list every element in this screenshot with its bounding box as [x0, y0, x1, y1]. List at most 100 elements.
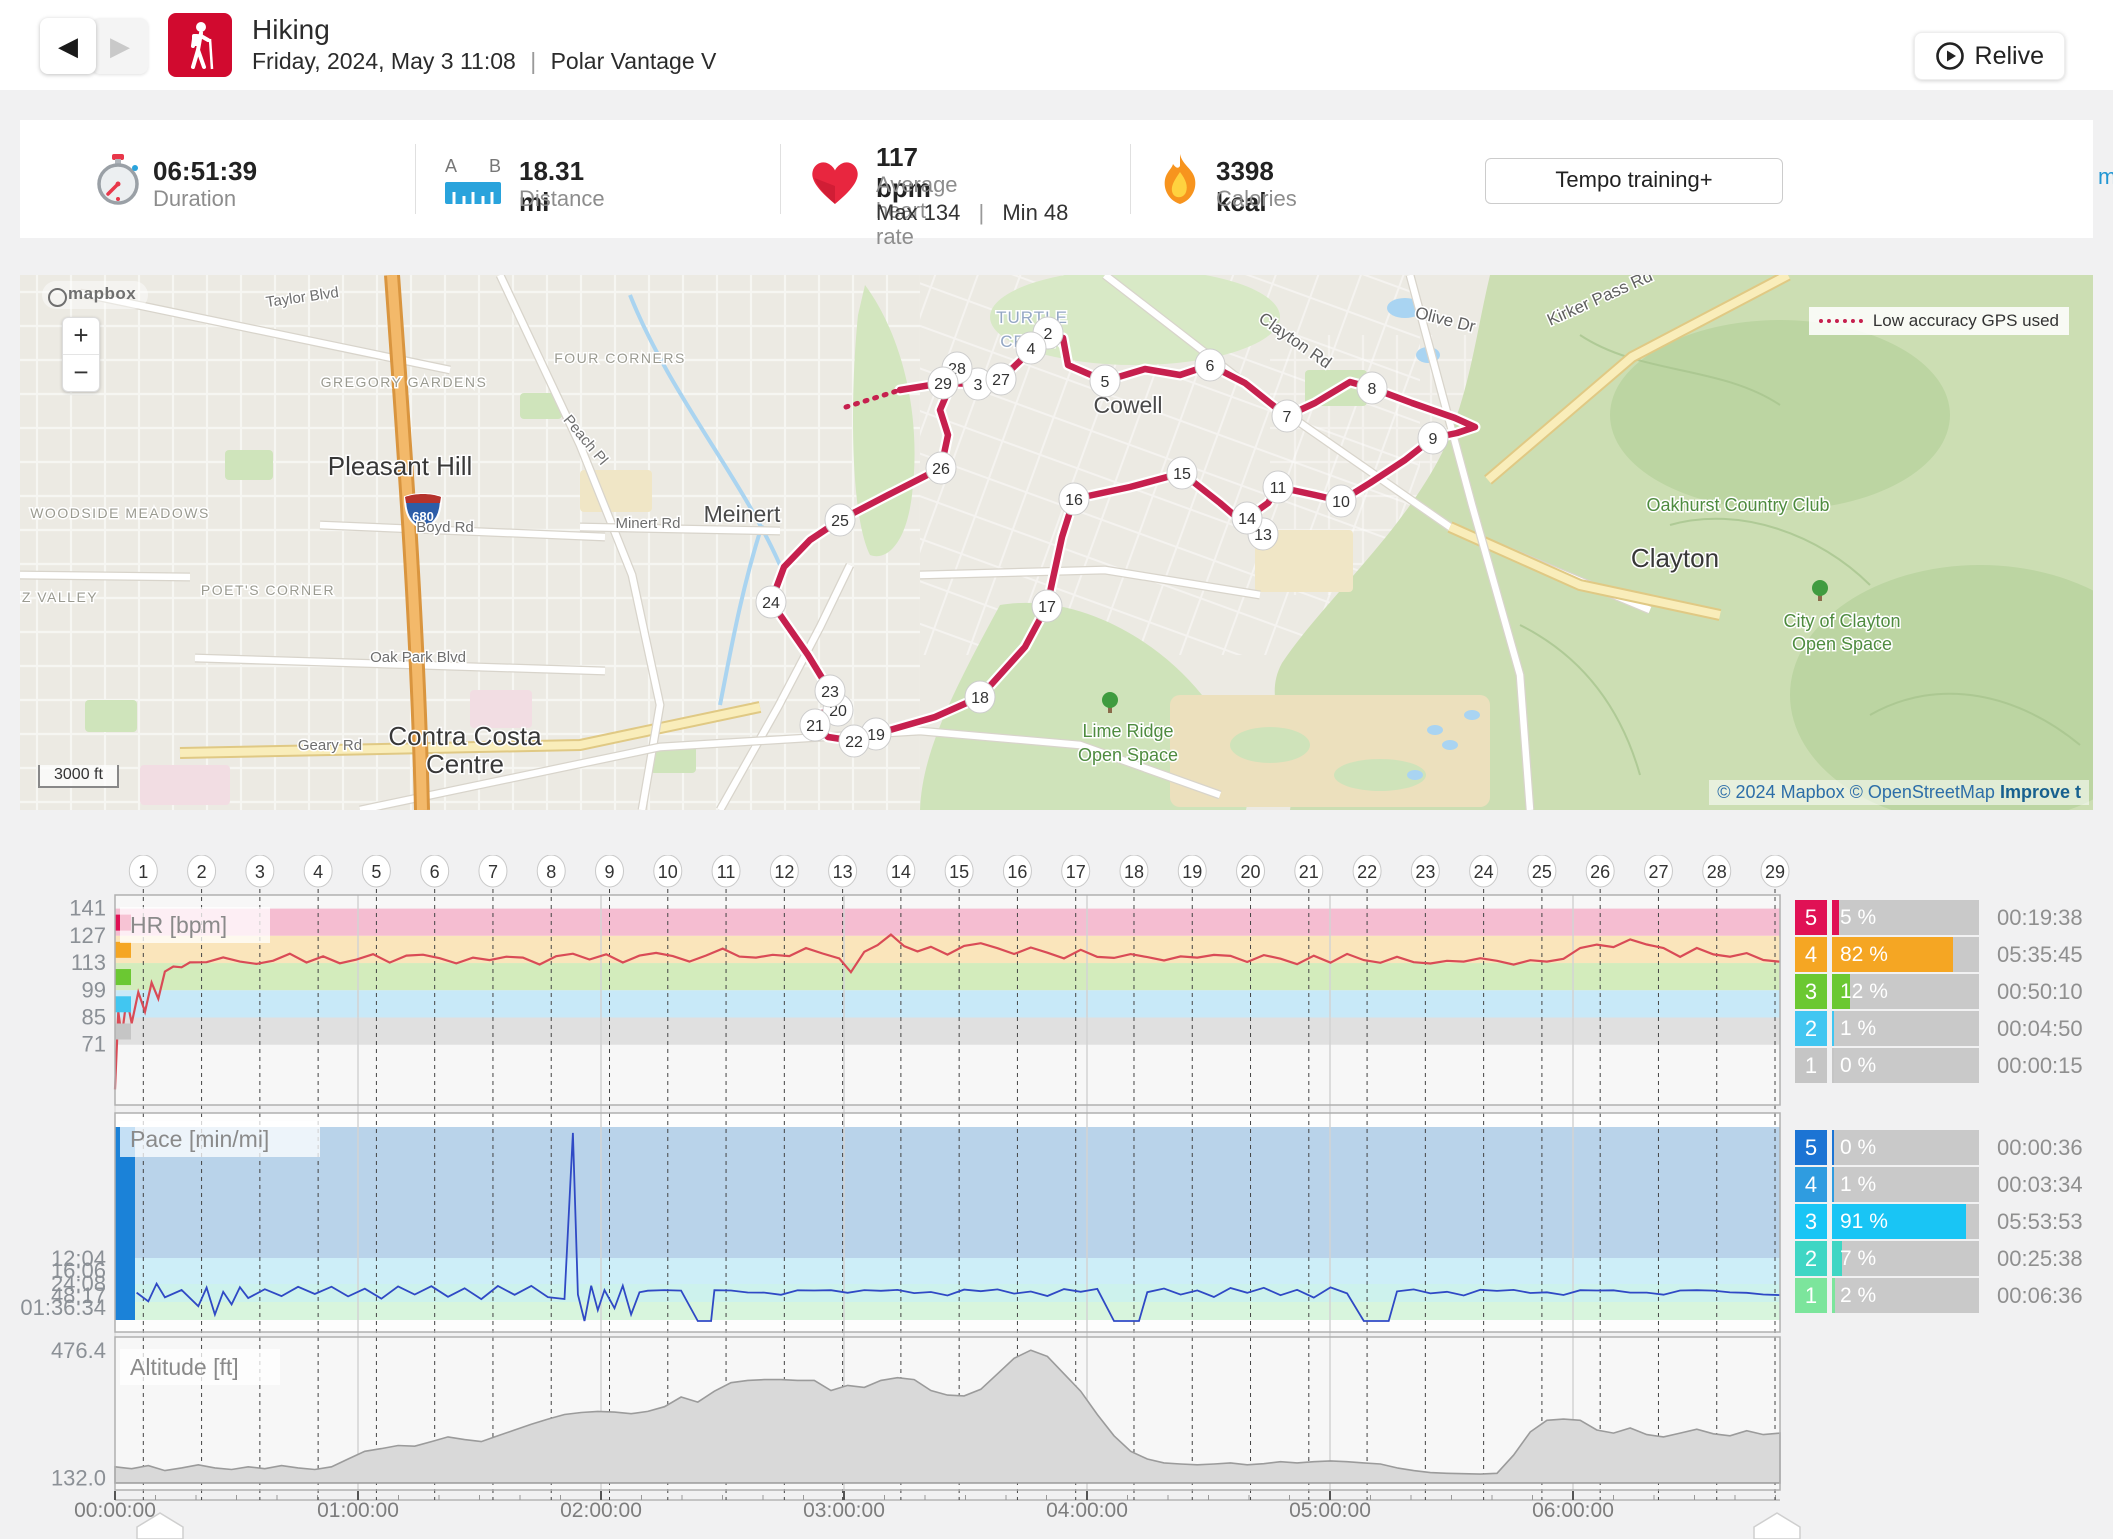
map-lap-marker[interactable]: 25 [824, 503, 856, 537]
training-benefit-button[interactable]: Tempo training+ [1485, 158, 1783, 204]
left-scrub-handle[interactable] [136, 1512, 184, 1539]
page-title: Hiking [252, 14, 330, 45]
map-label: Pleasant Hill [328, 451, 473, 481]
chart-lap-marker[interactable]: 20 [1236, 855, 1266, 888]
chart-lap-marker[interactable]: 17 [1061, 855, 1091, 888]
chart-lap-marker[interactable]: 4 [303, 855, 333, 888]
map-label: Contra Costa [388, 721, 542, 751]
attribution-links[interactable]: © 2024 Mapbox © OpenStreetMap [1717, 782, 1995, 802]
chart-lap-marker[interactable]: 8 [536, 855, 566, 888]
map-lap-marker[interactable]: 27 [985, 362, 1017, 396]
map-lap-marker[interactable]: 11 [1262, 470, 1294, 504]
mapbox-logo[interactable]: mapbox [42, 281, 149, 309]
chart-lap-marker[interactable]: 29 [1760, 855, 1790, 888]
chart-lap-marker[interactable]: 12 [769, 855, 799, 888]
pace-line [136, 1132, 1781, 1322]
map-label: Meinert [704, 501, 781, 527]
svg-text:12:04: 12:04 [51, 1246, 106, 1271]
zoom-in-button[interactable]: + [73, 320, 89, 350]
chart-lap-marker[interactable]: 28 [1702, 855, 1732, 888]
map-label: Minert Rd [615, 515, 680, 532]
improve-map-link[interactable]: Improve t [1999, 782, 2081, 802]
map-lap-marker[interactable]: 14 [1231, 501, 1263, 535]
chart-lap-marker[interactable]: 22 [1352, 855, 1382, 888]
svg-text:21: 21 [806, 718, 824, 735]
calories-value: 3398 kcal [1216, 156, 1274, 217]
training-charts[interactable]: 00:00:00 01:00:00 02:00:00 03:00:00 04:00:00… [20, 855, 2113, 1539]
map-label: Centre [426, 749, 504, 779]
svg-text:680: 680 [412, 509, 434, 524]
activity-datetime: Friday, 2024, May 3 11:08 [252, 48, 516, 74]
map-lap-marker[interactable]: 8 [1356, 371, 1388, 405]
map-lap-marker[interactable]: 18 [964, 680, 996, 714]
chart-lap-marker[interactable]: 14 [886, 855, 916, 888]
map-lap-marker[interactable]: 21 [799, 708, 831, 742]
chart-lap-marker[interactable]: 9 [595, 855, 625, 888]
chart-lap-marker[interactable]: 18 [1119, 855, 1149, 888]
map-lap-marker[interactable]: 7 [1271, 399, 1303, 433]
map-label: Lime Ridge [1082, 721, 1173, 741]
map-lap-marker[interactable]: 9 [1417, 421, 1449, 455]
altitude-area [114, 1349, 1781, 1484]
route-map[interactable]: 680 Taylor Blvd GREGORY GARDENS FOUR CORNER… [20, 275, 2093, 810]
svg-text:8: 8 [546, 862, 556, 882]
chart-lap-marker[interactable]: 19 [1177, 855, 1207, 888]
chart-lap-marker[interactable]: 13 [828, 855, 858, 888]
right-scrub-handle[interactable] [1753, 1512, 1801, 1539]
pace-zone-band [115, 1127, 1780, 1258]
map-lap-marker[interactable]: 15 [1166, 456, 1198, 490]
map-lap-marker[interactable]: 23 [814, 674, 846, 708]
more-link[interactable]: mo [2098, 164, 2113, 189]
chart-lap-marker[interactable]: 26 [1585, 855, 1615, 888]
chart-lap-marker[interactable]: 10 [653, 855, 683, 888]
zone-bar: 1 % [1832, 1011, 1979, 1046]
chart-lap-marker[interactable]: 6 [420, 855, 450, 888]
chart-lap-marker[interactable]: 3 [245, 855, 275, 888]
chart-lap-marker[interactable]: 21 [1294, 855, 1324, 888]
chart-lap-marker[interactable]: 15 [944, 855, 974, 888]
svg-text:6: 6 [1206, 358, 1215, 375]
map-lap-marker[interactable]: 5 [1089, 364, 1121, 398]
map-lap-marker[interactable]: 6 [1194, 348, 1226, 382]
relive-button[interactable]: Relive [1913, 32, 2065, 80]
chart-lap-marker[interactable]: 16 [1002, 855, 1032, 888]
map-lap-marker[interactable]: 24 [755, 585, 787, 619]
svg-text:1: 1 [138, 862, 148, 882]
zone-bar: 5 % [1832, 900, 1979, 935]
map-lap-marker[interactable]: 26 [925, 451, 957, 485]
chart-lap-marker[interactable]: 2 [187, 855, 217, 888]
hr-zone-row: 3 12 % 00:50:10 [1795, 974, 2095, 1009]
back-button[interactable]: ◀ [40, 18, 96, 74]
pace-pane-title: Pace [min/mi] [130, 1126, 269, 1152]
map-lap-marker[interactable]: 4 [1015, 331, 1047, 365]
hr-line [113, 933, 1781, 1090]
map-lap-marker[interactable]: 22 [838, 724, 870, 758]
chart-lap-marker[interactable]: 24 [1469, 855, 1499, 888]
chart-lap-marker[interactable]: 1 [128, 855, 158, 888]
map-lap-marker[interactable]: 29 [927, 366, 959, 400]
svg-text:12: 12 [774, 862, 794, 882]
chart-lap-marker[interactable]: 25 [1527, 855, 1557, 888]
zone-bar-fill [1832, 974, 1850, 1009]
map-label: GREGORY GARDENS [321, 374, 488, 390]
zone-bar-fill [1832, 1011, 1834, 1046]
map-lap-marker[interactable]: 16 [1058, 482, 1090, 516]
x-axis-label: 02:00:00 [560, 1499, 642, 1522]
zoom-out-button[interactable]: − [63, 354, 99, 391]
map-roads [20, 275, 1791, 810]
map-label: Cowell [1093, 392, 1162, 418]
map-lap-marker[interactable]: 10 [1325, 484, 1357, 518]
distance-value: 18.31 mi [519, 156, 585, 217]
chart-lap-marker[interactable]: 11 [711, 855, 741, 888]
hr-zone-row: 5 5 % 00:19:38 [1795, 900, 2095, 935]
chart-lap-marker[interactable]: 7 [478, 855, 508, 888]
chart-lap-marker[interactable]: 27 [1643, 855, 1673, 888]
map-terrain [20, 275, 2093, 810]
zone-percent: 82 % [1840, 943, 1888, 966]
zone-chip: 4 [1795, 937, 1827, 972]
chart-lap-marker[interactable]: 5 [361, 855, 391, 888]
stopwatch-icon [97, 154, 139, 205]
chart-lap-marker[interactable]: 23 [1410, 855, 1440, 888]
forward-button[interactable]: ▶ [92, 18, 148, 74]
map-lap-marker[interactable]: 17 [1031, 589, 1063, 623]
